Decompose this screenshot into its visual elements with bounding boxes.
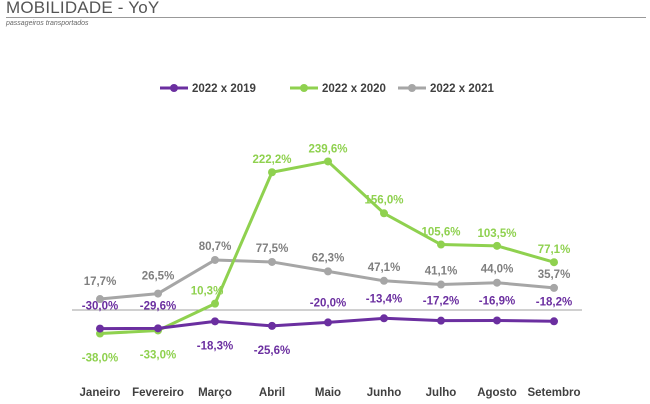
data-label: 35,7% — [538, 269, 571, 281]
data-label: 156,0% — [364, 194, 403, 206]
data-point — [324, 318, 332, 327]
data-label: 17,7% — [84, 276, 117, 288]
legend-swatch-marker — [170, 84, 178, 92]
x-tick-label: Maio — [315, 387, 341, 399]
data-label: 105,6% — [421, 227, 460, 239]
data-point — [154, 324, 162, 333]
legend-swatch-marker — [408, 84, 416, 92]
page-title: MOBILIDADE - YoY — [6, 0, 160, 17]
data-point — [493, 278, 501, 287]
data-point — [324, 157, 332, 166]
data-label: 62,3% — [312, 252, 345, 264]
data-label: 41,1% — [425, 266, 458, 278]
data-point — [380, 314, 388, 323]
data-point — [268, 257, 276, 266]
data-point — [493, 241, 501, 250]
data-point — [550, 317, 558, 326]
data-point — [96, 295, 104, 304]
data-point — [380, 209, 388, 218]
data-label: 77,5% — [256, 243, 289, 255]
data-label: 77,1% — [538, 244, 571, 256]
x-tick-label: Julho — [426, 387, 457, 399]
data-label: 10,3% — [191, 286, 224, 298]
data-point — [211, 317, 219, 326]
data-point — [437, 280, 445, 289]
page-subtitle: passageiros transportados — [6, 20, 89, 27]
data-point — [380, 276, 388, 285]
data-label: 47,1% — [368, 262, 401, 274]
x-tick-label: Abril — [259, 387, 285, 399]
data-label: 222,2% — [252, 154, 291, 166]
data-label: -18,3% — [197, 340, 233, 352]
data-point — [324, 267, 332, 276]
data-label: -29,6% — [140, 300, 176, 312]
data-point — [437, 240, 445, 249]
legend-label: 2022 x 2019 — [192, 83, 256, 95]
x-tick-label: Junho — [367, 387, 402, 399]
x-tick-label: Fevereiro — [132, 387, 184, 399]
data-point — [493, 316, 501, 325]
legend-swatch-marker — [300, 84, 308, 92]
data-label: -30,0% — [82, 301, 118, 313]
data-label: 103,5% — [477, 228, 516, 240]
data-label: -18,2% — [536, 296, 572, 308]
x-tick-label: Janeiro — [80, 387, 121, 399]
x-tick-label: Agosto — [477, 387, 517, 399]
title-divider — [6, 17, 646, 18]
x-tick-label: Março — [198, 387, 232, 399]
data-point — [268, 321, 276, 330]
data-point — [550, 283, 558, 292]
x-tick-label: Setembro — [527, 387, 580, 399]
data-label: 44,0% — [481, 264, 514, 276]
data-label: 26,5% — [142, 271, 175, 283]
data-point — [437, 316, 445, 325]
data-point — [211, 255, 219, 264]
data-label: -16,9% — [479, 295, 515, 307]
data-point — [154, 289, 162, 298]
data-label: -38,0% — [82, 353, 118, 365]
data-label: -20,0% — [310, 297, 346, 309]
data-label: 80,7% — [199, 241, 232, 253]
data-label: -13,4% — [366, 293, 402, 305]
data-point — [211, 299, 219, 308]
data-label: -17,2% — [423, 296, 459, 308]
legend-label: 2022 x 2020 — [322, 83, 386, 95]
data-point — [96, 324, 104, 333]
data-label: -33,0% — [140, 349, 176, 361]
legend-label: 2022 x 2021 — [430, 83, 495, 95]
data-label: -25,6% — [254, 345, 290, 357]
data-label: 239,6% — [308, 143, 347, 155]
data-point — [268, 168, 276, 177]
data-point — [550, 258, 558, 267]
